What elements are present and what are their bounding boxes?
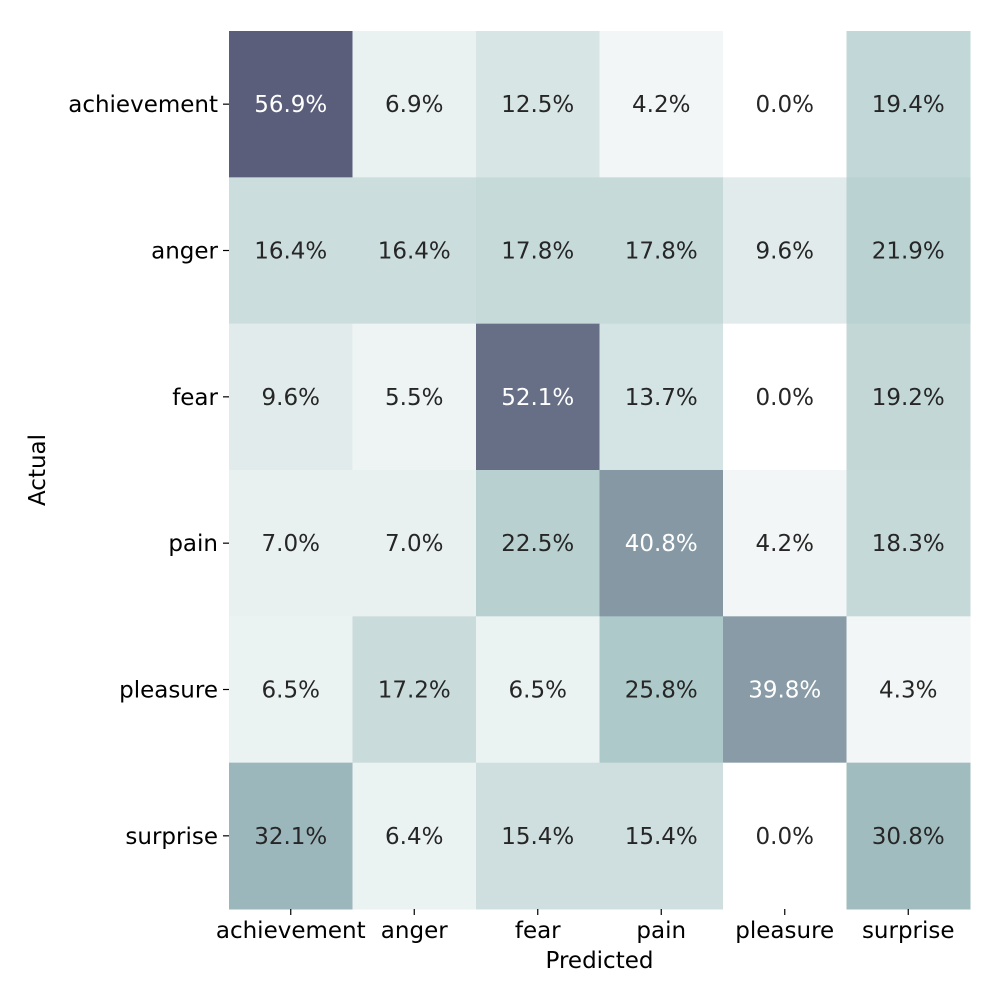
- x-tick-label: achievement: [216, 918, 366, 944]
- heatmap-cell-achievement-anger: [352, 31, 477, 178]
- heatmap-cell-surprise-achievement: [229, 762, 353, 910]
- heatmap-cell-achievement-pain: [599, 31, 724, 178]
- cell-value-label: 19.2%: [872, 385, 945, 411]
- heatmap-cell-surprise-pain: [599, 762, 724, 910]
- heatmap-cell-fear-pleasure: [723, 323, 847, 471]
- y-tick-label: fear: [172, 385, 218, 411]
- heatmap-cell-fear-achievement: [229, 323, 353, 471]
- x-axis-ticks: achievement anger fear pain pleasure surprise: [216, 909, 955, 944]
- cell-value-label: 4.2%: [632, 92, 690, 118]
- cell-value-label: 7.0%: [385, 531, 443, 557]
- x-tick-label: anger: [381, 918, 448, 944]
- heatmap-cell-surprise-anger: [352, 762, 477, 910]
- y-tick-label: anger: [151, 239, 218, 265]
- x-tick-label: fear: [515, 918, 561, 944]
- cell-value-label: 52.1%: [501, 385, 574, 411]
- cell-value-label: 6.5%: [262, 678, 320, 704]
- heatmap-cell-pleasure-pain: [599, 616, 724, 764]
- cell-value-label: 18.3%: [872, 531, 945, 557]
- cell-value-label: 21.9%: [872, 239, 945, 265]
- y-axis-ticks: achievement anger fear pain pleasure surprise: [68, 92, 229, 850]
- heatmap-cell-pleasure-pleasure: [723, 616, 847, 764]
- cell-value-label: 30.8%: [872, 824, 945, 850]
- cell-value-label: 9.6%: [756, 239, 814, 265]
- cell-value-label: 39.8%: [748, 678, 821, 704]
- cell-value-label: 56.9%: [254, 92, 327, 118]
- cell-value-label: 17.2%: [378, 678, 451, 704]
- cell-value-label: 13.7%: [625, 385, 698, 411]
- heatmap-cell-pain-pain: [599, 470, 724, 617]
- heatmap-cell-pain-achievement: [229, 470, 353, 617]
- heatmap-cell-pleasure-anger: [352, 616, 477, 764]
- cell-value-label: 9.6%: [262, 385, 320, 411]
- cell-value-label: 0.0%: [756, 824, 814, 850]
- heatmap-cell-anger-pain: [599, 177, 724, 325]
- heatmap-cells: 56.9% 6.9% 12.5% 4.2% 0.0% 19.4% 16.4% 16.4% 17.…: [229, 31, 971, 910]
- heatmap-cell-anger-fear: [476, 177, 600, 325]
- cell-value-label: 4.3%: [879, 678, 937, 704]
- heatmap-cell-pleasure-achievement: [229, 616, 353, 764]
- y-tick-label: pleasure: [119, 678, 218, 704]
- heatmap-cell-fear-surprise: [846, 323, 971, 471]
- x-axis-title: Predicted: [546, 948, 654, 974]
- cell-value-label: 7.0%: [262, 531, 320, 557]
- heatmap-cell-achievement-fear: [476, 31, 600, 178]
- y-tick-label: pain: [168, 531, 218, 557]
- heatmap-cell-fear-pain: [599, 323, 724, 471]
- y-tick-label: achievement: [68, 92, 218, 118]
- cell-value-label: 6.4%: [385, 824, 443, 850]
- cell-value-label: 6.5%: [509, 678, 567, 704]
- heatmap-cell-achievement-pleasure: [723, 31, 847, 178]
- x-tick-label: pain: [636, 918, 686, 944]
- x-tick-label: surprise: [862, 918, 955, 944]
- heatmap-cell-anger-anger: [352, 177, 477, 325]
- cell-value-label: 15.4%: [501, 824, 574, 850]
- y-tick-label: surprise: [125, 824, 218, 850]
- cell-value-label: 17.8%: [501, 239, 574, 265]
- heatmap-cell-surprise-fear: [476, 762, 600, 910]
- cell-value-label: 22.5%: [501, 531, 574, 557]
- heatmap-cell-pain-surprise: [846, 470, 971, 617]
- y-axis-title: Actual: [25, 434, 51, 506]
- heatmap-cell-surprise-surprise: [846, 762, 971, 910]
- cell-value-label: 40.8%: [625, 531, 698, 557]
- cell-value-label: 19.4%: [872, 92, 945, 118]
- heatmap-cell-pleasure-surprise: [846, 616, 971, 764]
- cell-value-label: 16.4%: [378, 239, 451, 265]
- cell-value-label: 15.4%: [625, 824, 698, 850]
- cell-value-label: 5.5%: [385, 385, 443, 411]
- cell-value-label: 0.0%: [756, 385, 814, 411]
- heatmap-cell-anger-pleasure: [723, 177, 847, 325]
- cell-value-label: 0.0%: [756, 92, 814, 118]
- heatmap-cell-fear-anger: [352, 323, 477, 471]
- heatmap-cell-pain-fear: [476, 470, 600, 617]
- heatmap-cell-anger-surprise: [846, 177, 971, 325]
- cell-value-label: 32.1%: [254, 824, 327, 850]
- heatmap-cell-fear-fear: [476, 323, 600, 471]
- cell-value-label: 4.2%: [756, 531, 814, 557]
- heatmap-cell-pain-anger: [352, 470, 477, 617]
- heatmap-cell-pain-pleasure: [723, 470, 847, 617]
- cell-value-label: 17.8%: [625, 239, 698, 265]
- heatmap-cell-anger-achievement: [229, 177, 353, 325]
- cell-value-label: 6.9%: [385, 92, 443, 118]
- cell-value-label: 16.4%: [254, 239, 327, 265]
- x-tick-label: pleasure: [735, 918, 834, 944]
- heatmap-cell-pleasure-fear: [476, 616, 600, 764]
- cell-value-label: 25.8%: [625, 678, 698, 704]
- cell-value-label: 12.5%: [501, 92, 574, 118]
- heatmap-cell-achievement-surprise: [846, 31, 971, 178]
- heatmap-cell-surprise-pleasure: [723, 762, 847, 910]
- heatmap-cell-achievement-achievement: [229, 31, 353, 178]
